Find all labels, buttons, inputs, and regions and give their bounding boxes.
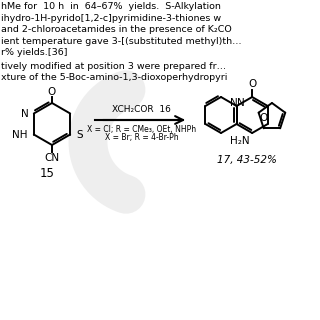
Text: hMe for  10 h  in  64–67%  yields.  S-Alkylation: hMe for 10 h in 64–67% yields. S-Alkylat… (1, 2, 221, 11)
Text: 15: 15 (40, 167, 54, 180)
Text: X = Cl; R = CMe₃, OEt, NHPh: X = Cl; R = CMe₃, OEt, NHPh (87, 125, 196, 134)
Text: CN: CN (44, 153, 60, 163)
Text: xture of the 5-Boc-amino-1,3-dioxoperhydropyri: xture of the 5-Boc-amino-1,3-dioxoperhyd… (1, 73, 228, 82)
Text: tively modified at position 3 were prepared fr…: tively modified at position 3 were prepa… (1, 61, 226, 70)
Text: O: O (260, 113, 268, 123)
Text: N: N (230, 98, 237, 108)
Text: H₂N: H₂N (230, 136, 250, 146)
Text: S: S (76, 130, 83, 140)
Text: O: O (48, 87, 56, 97)
Text: N: N (237, 98, 244, 108)
Text: ient temperature gave 3-[(substituted methyl)th…: ient temperature gave 3-[(substituted me… (1, 36, 242, 45)
Text: and 2-chloroacetamides in the presence of K₂CO: and 2-chloroacetamides in the presence o… (1, 25, 232, 34)
Text: r% yields.[36]: r% yields.[36] (1, 48, 68, 57)
Text: X = Br; R = 4-Br-Ph: X = Br; R = 4-Br-Ph (105, 133, 178, 142)
Text: 17, 43-52%: 17, 43-52% (217, 155, 277, 165)
Text: N: N (21, 108, 29, 118)
Text: NH: NH (12, 130, 28, 140)
Text: O: O (248, 79, 256, 89)
Text: XCH₂COR  16: XCH₂COR 16 (112, 105, 171, 114)
Text: ihydro-1H-pyrido[1,2-c]pyrimidine-3-thiones w: ihydro-1H-pyrido[1,2-c]pyrimidine-3-thio… (1, 13, 221, 22)
